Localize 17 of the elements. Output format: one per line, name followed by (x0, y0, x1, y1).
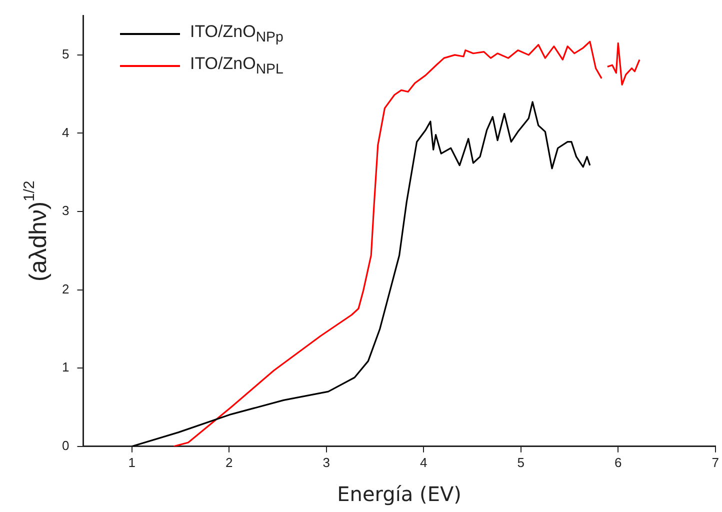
y-tick-label: 1 (62, 360, 70, 375)
x-tick-label: 1 (128, 454, 136, 470)
x-tick-label: 4 (420, 454, 428, 470)
y-tick-label: 5 (62, 46, 70, 62)
y-tick-label: 3 (62, 203, 70, 218)
x-tick-label: 6 (614, 454, 622, 470)
legend-label: ITO/ZnO$_{NPL}$ (190, 54, 284, 78)
y-tick-label: 0 (62, 438, 70, 453)
x-tick-label: 5 (517, 454, 524, 470)
y-tick-label: 4 (62, 124, 70, 140)
x-tick-label: 7 (712, 454, 719, 470)
x-axis-title: Energía (EV) (337, 482, 462, 506)
legend-label: ITO/ZnO$_{NPp}$ (190, 22, 284, 46)
x-tick-label: 3 (322, 454, 330, 470)
y-tick-label: 2 (62, 281, 70, 296)
x-tick-label: 2 (225, 454, 233, 470)
y-axis-title: (aλdhν)1/2 (21, 180, 52, 282)
